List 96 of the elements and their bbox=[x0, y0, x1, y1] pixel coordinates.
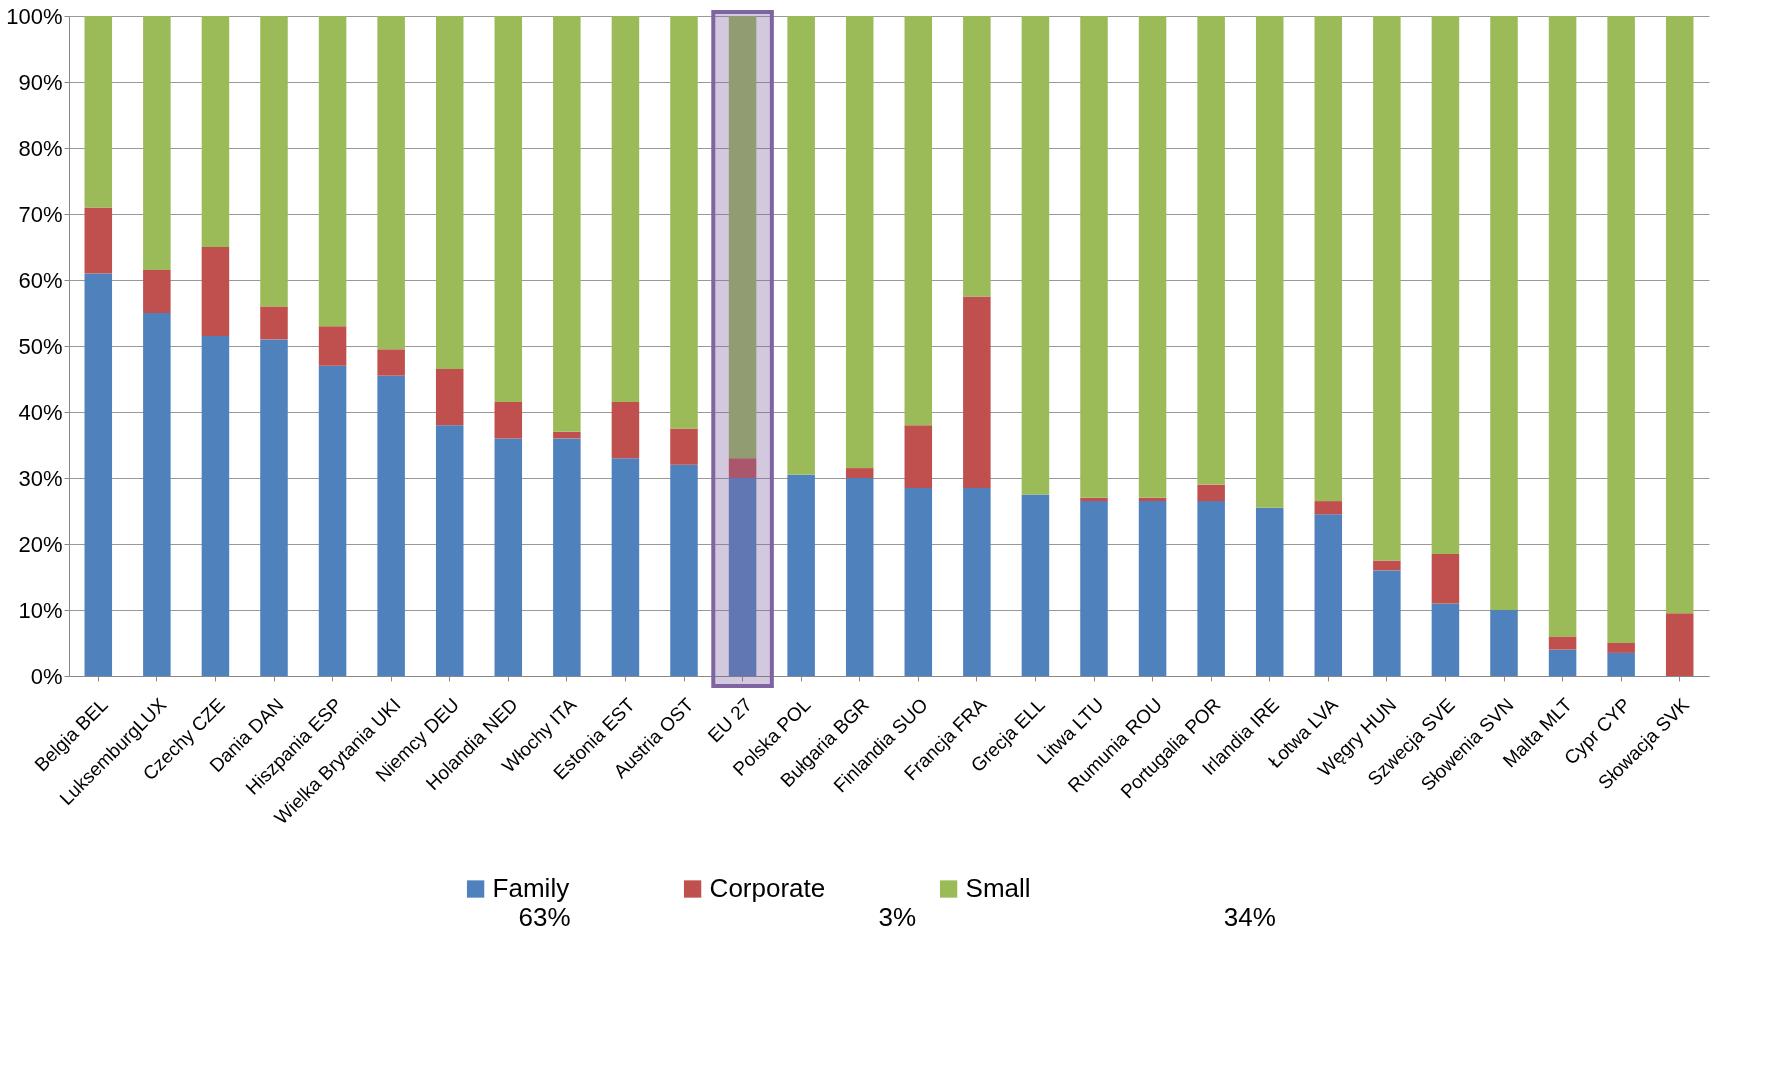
bar bbox=[201, 16, 230, 247]
bar bbox=[611, 402, 640, 459]
bar bbox=[963, 16, 991, 297]
bar bbox=[84, 16, 113, 208]
bar bbox=[963, 296, 991, 488]
bar bbox=[1548, 649, 1577, 676]
legend-label: Small bbox=[965, 873, 1031, 903]
text: 3% bbox=[878, 902, 916, 932]
text: 34% bbox=[1223, 902, 1276, 932]
bar bbox=[670, 16, 698, 429]
bar bbox=[318, 365, 347, 676]
bar bbox=[1021, 16, 1050, 495]
bar bbox=[611, 458, 640, 676]
bar bbox=[1431, 603, 1460, 676]
y-tick-label: 60% bbox=[18, 267, 63, 293]
bar bbox=[904, 16, 933, 426]
bar bbox=[84, 207, 113, 274]
legend-label: Corporate bbox=[709, 873, 826, 903]
bar bbox=[1080, 16, 1108, 498]
bar bbox=[435, 425, 464, 676]
bar bbox=[201, 247, 230, 337]
x-tick-label: EU 27 bbox=[703, 694, 757, 747]
y-tick-label: 10% bbox=[18, 597, 63, 623]
bar bbox=[963, 487, 991, 676]
bar bbox=[1607, 16, 1635, 643]
bar bbox=[1665, 16, 1694, 614]
bar bbox=[260, 306, 288, 340]
bar bbox=[435, 369, 464, 426]
bar bbox=[1665, 613, 1694, 676]
y-tick-label: 100% bbox=[6, 3, 63, 29]
bar bbox=[845, 468, 874, 478]
bar bbox=[1373, 16, 1401, 561]
y-tick-label: 80% bbox=[18, 135, 63, 161]
y-tick-label: 90% bbox=[18, 69, 63, 95]
bar bbox=[1431, 16, 1460, 554]
y-tick-label: 20% bbox=[18, 531, 63, 557]
y-tick-label: 70% bbox=[18, 201, 63, 227]
bar bbox=[1197, 484, 1225, 502]
bar bbox=[1138, 16, 1167, 498]
bar bbox=[1255, 16, 1284, 508]
bar bbox=[1314, 514, 1343, 676]
bar bbox=[1431, 553, 1460, 604]
bar bbox=[728, 16, 757, 459]
bar bbox=[260, 16, 288, 307]
bar bbox=[904, 487, 933, 676]
bar bbox=[435, 16, 464, 370]
bar bbox=[1607, 652, 1635, 676]
bar bbox=[143, 270, 171, 313]
bar bbox=[494, 438, 523, 676]
bar bbox=[1607, 643, 1635, 653]
bar bbox=[553, 438, 581, 676]
bar bbox=[377, 375, 405, 676]
bar bbox=[1197, 501, 1225, 676]
bar bbox=[1490, 16, 1518, 610]
bar bbox=[1314, 16, 1343, 502]
bar bbox=[1314, 501, 1343, 515]
y-tick-label: 0% bbox=[30, 663, 63, 689]
bar bbox=[143, 16, 171, 271]
bar bbox=[494, 402, 523, 439]
bar bbox=[1548, 636, 1577, 650]
bar bbox=[377, 16, 405, 350]
bar bbox=[1548, 16, 1577, 637]
text: 63% bbox=[518, 902, 571, 932]
bar bbox=[670, 464, 698, 676]
bar bbox=[787, 16, 815, 475]
bar bbox=[1373, 570, 1401, 676]
bar bbox=[494, 16, 523, 403]
bar bbox=[260, 339, 288, 676]
y-tick-label: 50% bbox=[18, 333, 63, 359]
bar bbox=[1490, 610, 1518, 676]
bar bbox=[728, 458, 757, 478]
bar bbox=[377, 349, 405, 376]
bar bbox=[553, 16, 581, 432]
legend-label: Family bbox=[492, 873, 570, 903]
bar bbox=[670, 428, 698, 465]
bar bbox=[787, 474, 815, 676]
bar bbox=[728, 478, 757, 676]
bar bbox=[904, 425, 933, 488]
bar bbox=[1197, 16, 1225, 485]
bar bbox=[1255, 507, 1284, 676]
bar bbox=[1373, 560, 1401, 571]
bar bbox=[1138, 501, 1167, 676]
bar bbox=[1080, 497, 1108, 502]
bar bbox=[1080, 501, 1108, 676]
bar bbox=[143, 313, 171, 676]
bar bbox=[845, 478, 874, 676]
bar bbox=[611, 16, 640, 403]
bar bbox=[553, 431, 581, 439]
bar bbox=[84, 273, 113, 676]
bar bbox=[318, 326, 347, 366]
bar bbox=[318, 16, 347, 327]
y-tick-label: 40% bbox=[18, 399, 63, 425]
bar bbox=[201, 336, 230, 676]
bar bbox=[845, 16, 874, 469]
y-tick-label: 30% bbox=[18, 465, 63, 491]
bar bbox=[1021, 494, 1050, 676]
